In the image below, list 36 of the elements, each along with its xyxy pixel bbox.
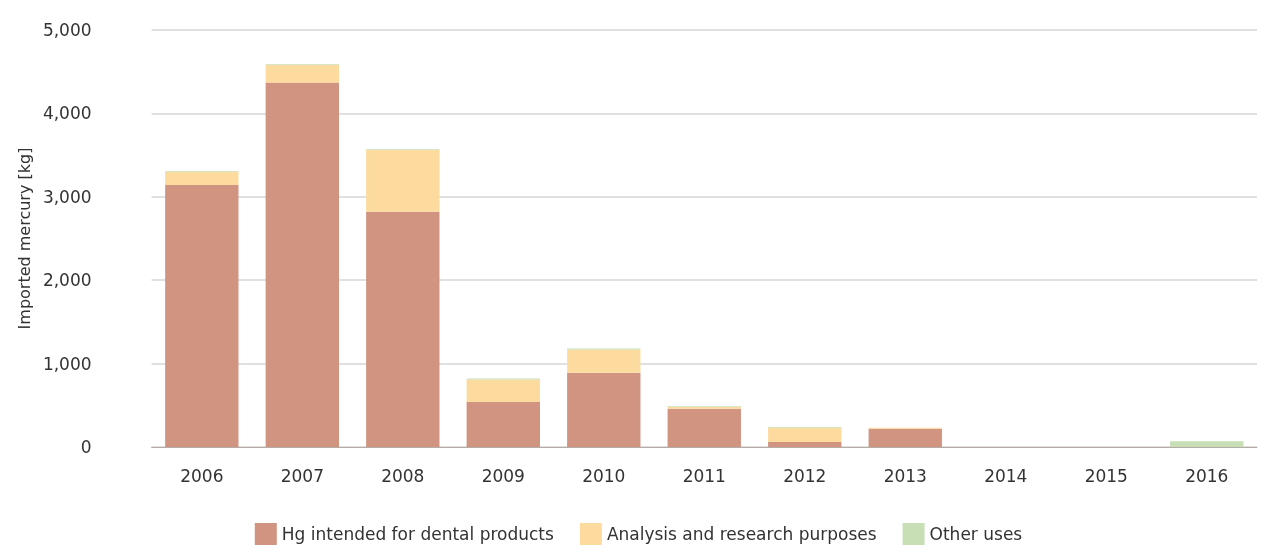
bar bbox=[567, 349, 641, 373]
x-tick-label: 2011 bbox=[682, 465, 726, 486]
bar bbox=[768, 427, 842, 442]
x-tick-label: 2010 bbox=[582, 465, 626, 486]
bar bbox=[265, 65, 339, 83]
bar bbox=[466, 379, 540, 402]
bar bbox=[667, 408, 741, 447]
bar bbox=[567, 372, 641, 447]
x-tick-label: 2016 bbox=[1185, 465, 1229, 486]
bar bbox=[466, 401, 540, 447]
bar bbox=[1170, 441, 1244, 447]
y-tick-label: 0 bbox=[80, 437, 92, 457]
y-tick-label: 2,000 bbox=[42, 270, 92, 291]
legend-label: Hg intended for dental products bbox=[281, 524, 555, 544]
y-tick-label: 1,000 bbox=[42, 353, 92, 374]
x-tick-label: 2015 bbox=[1084, 465, 1128, 486]
bar bbox=[165, 185, 239, 447]
bar bbox=[768, 442, 842, 447]
x-tick-label: 2006 bbox=[180, 465, 224, 486]
x-tick-label: 2012 bbox=[783, 465, 827, 486]
bar bbox=[165, 171, 239, 186]
legend-label: Analysis and research purposes bbox=[606, 524, 877, 544]
y-tick-label: 3,000 bbox=[42, 186, 92, 207]
x-tick-label: 2013 bbox=[883, 465, 927, 486]
y-tick-label: 4,000 bbox=[42, 103, 92, 124]
bar bbox=[366, 211, 440, 447]
x-tick-label: 2009 bbox=[481, 465, 525, 486]
legend-label: Other uses bbox=[929, 524, 1023, 544]
x-tick-label: 2008 bbox=[381, 465, 425, 486]
x-tick-label: 2014 bbox=[984, 465, 1028, 486]
bar bbox=[868, 428, 942, 447]
y-tick-label: 5,000 bbox=[42, 20, 92, 40]
bar bbox=[265, 82, 339, 447]
x-tick-label: 2007 bbox=[280, 465, 324, 486]
y-axis-title: Imported mercury [kg] bbox=[14, 147, 34, 330]
bar bbox=[366, 150, 440, 212]
